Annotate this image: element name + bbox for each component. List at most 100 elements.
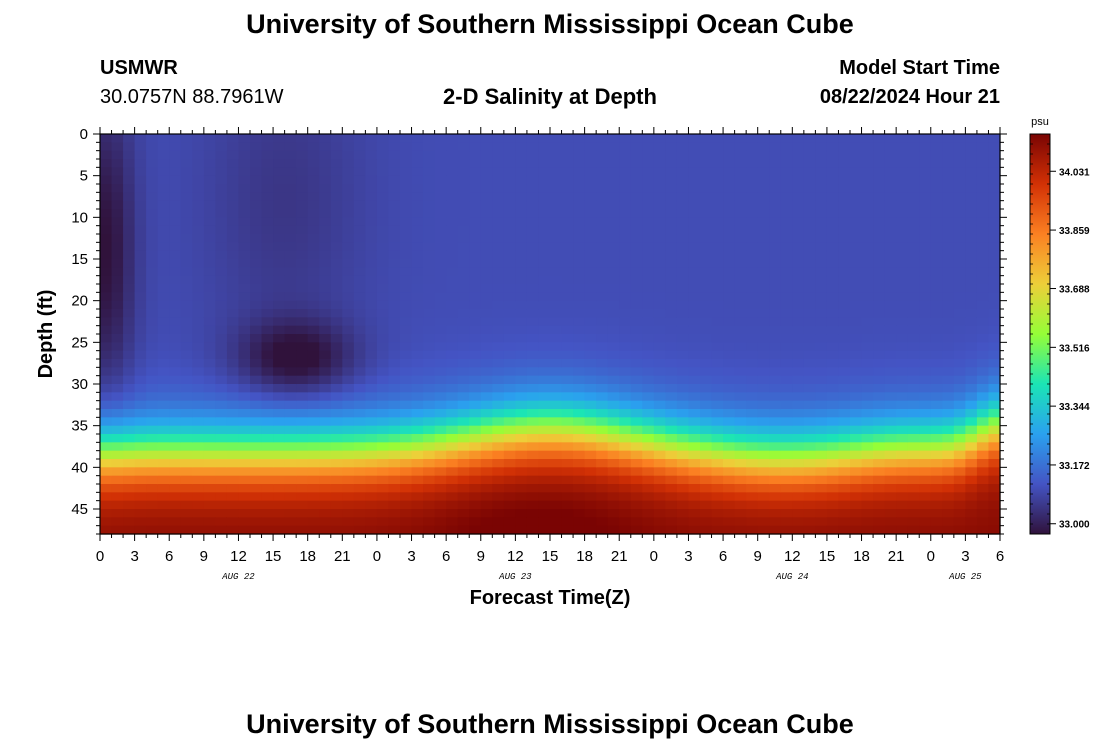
heatmap-cell xyxy=(342,317,355,327)
heatmap-cell xyxy=(942,259,955,268)
heatmap-cell xyxy=(492,409,505,418)
heatmap-cell xyxy=(538,142,551,152)
heatmap-cell xyxy=(619,409,632,418)
heatmap-cell xyxy=(573,150,586,160)
heatmap-cell xyxy=(226,375,240,385)
x-tick-label: 9 xyxy=(200,548,208,565)
heatmap-cell xyxy=(526,134,540,143)
heatmap-cell xyxy=(919,309,932,318)
heatmap-cell xyxy=(457,392,470,402)
heatmap-cell xyxy=(665,250,678,260)
heatmap-cell xyxy=(688,192,701,202)
heatmap-cell xyxy=(515,234,528,243)
heatmap-cell xyxy=(226,167,240,177)
heatmap-cell xyxy=(284,167,297,177)
heatmap-cell xyxy=(550,409,563,418)
heatmap-cell xyxy=(826,350,840,360)
heatmap-cell xyxy=(203,434,216,443)
heatmap-cell xyxy=(111,267,124,277)
heatmap-cell xyxy=(711,259,724,268)
heatmap-cell xyxy=(826,217,840,227)
heatmap-cell xyxy=(700,375,713,385)
heatmap-cell xyxy=(250,525,263,535)
heatmap-cell xyxy=(653,509,666,518)
heatmap-cell xyxy=(769,525,782,535)
heatmap-cell xyxy=(780,267,793,277)
heatmap-cell xyxy=(238,284,251,293)
heatmap-cell xyxy=(365,317,378,327)
heatmap-cell xyxy=(896,442,909,452)
heatmap-cell xyxy=(503,509,516,518)
heatmap-cell xyxy=(457,267,470,277)
station-id: USMWR xyxy=(100,57,178,79)
heatmap-cell xyxy=(723,317,736,327)
heatmap-cell xyxy=(261,384,274,393)
heatmap-cell xyxy=(169,309,182,318)
heatmap-cell xyxy=(803,142,816,152)
heatmap-cell xyxy=(676,459,690,468)
heatmap-cell xyxy=(988,409,1001,418)
heatmap-cell xyxy=(157,192,170,202)
heatmap-cell xyxy=(376,367,390,377)
heatmap-cell xyxy=(792,209,805,218)
heatmap-cell xyxy=(769,175,782,185)
heatmap-cell xyxy=(446,359,459,368)
heatmap-cell xyxy=(388,159,401,168)
heatmap-cell xyxy=(123,367,136,377)
heatmap-cell xyxy=(446,342,459,352)
heatmap-cell xyxy=(953,325,966,335)
heatmap-cell xyxy=(296,167,309,177)
heatmap-cell xyxy=(296,442,309,452)
heatmap-cell xyxy=(376,259,390,268)
heatmap-cell xyxy=(388,259,401,268)
heatmap-cell xyxy=(342,442,355,452)
heatmap-cell xyxy=(423,225,436,235)
heatmap-cell xyxy=(111,242,124,252)
heatmap-cell xyxy=(676,242,690,252)
heatmap-cell xyxy=(850,500,863,510)
heatmap-cell xyxy=(734,134,747,143)
heatmap-cell xyxy=(700,175,713,185)
heatmap-cell xyxy=(469,450,482,460)
heatmap-cell xyxy=(630,509,643,518)
heatmap-cell xyxy=(215,359,228,368)
heatmap-cell xyxy=(942,150,955,160)
heatmap-cell xyxy=(688,234,701,243)
heatmap-cell xyxy=(353,484,366,493)
heatmap-cell xyxy=(480,400,493,410)
heatmap-cell xyxy=(676,317,690,327)
heatmap-cell xyxy=(492,250,505,260)
heatmap-cell xyxy=(711,209,724,218)
heatmap-cell xyxy=(965,300,978,310)
heatmap-cell xyxy=(111,309,124,318)
heatmap-cell xyxy=(538,225,551,235)
heatmap-cell xyxy=(538,267,551,277)
heatmap-cell xyxy=(642,475,655,485)
heatmap-cell xyxy=(653,517,666,527)
heatmap-cell xyxy=(157,284,170,293)
heatmap-cell xyxy=(538,309,551,318)
heatmap-cell xyxy=(711,159,724,168)
heatmap-cell xyxy=(780,442,793,452)
heatmap-cell xyxy=(896,184,909,193)
heatmap-cell xyxy=(469,459,482,468)
heatmap-cell xyxy=(365,384,378,393)
heatmap-cell xyxy=(988,284,1001,293)
heatmap-cell xyxy=(884,492,897,502)
heatmap-cell xyxy=(861,209,874,218)
heatmap-cell xyxy=(400,434,413,443)
heatmap-cell xyxy=(792,484,805,493)
heatmap-cell xyxy=(307,259,320,268)
heatmap-cell xyxy=(942,200,955,210)
heatmap-cell xyxy=(423,200,436,210)
heatmap-cell xyxy=(157,259,170,268)
heatmap-cell xyxy=(469,342,482,352)
heatmap-cell xyxy=(284,317,297,327)
heatmap-cell xyxy=(250,400,263,410)
heatmap-cell xyxy=(388,184,401,193)
heatmap-cell xyxy=(226,300,240,310)
heatmap-cell xyxy=(873,259,886,268)
heatmap-cell xyxy=(457,242,470,252)
heatmap-cell xyxy=(780,450,793,460)
heatmap-cell xyxy=(665,442,678,452)
